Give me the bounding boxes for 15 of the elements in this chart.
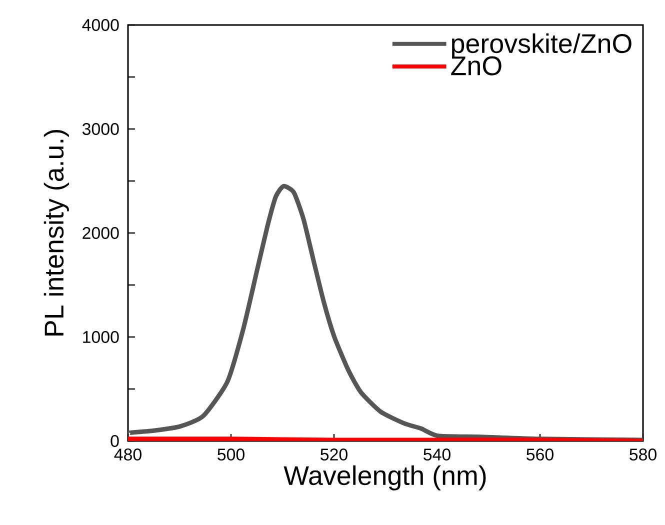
y-tick-label: 0 — [110, 435, 119, 447]
x-axis-title: Wavelength (nm) — [284, 465, 486, 490]
x-tick-label: 560 — [526, 448, 554, 461]
y-tick-label: 1000 — [83, 331, 119, 343]
y-axis-title: PL intensity (a.u.) — [44, 130, 69, 336]
y-tick-label: 2000 — [82, 227, 119, 239]
legend-label: ZnO — [451, 56, 502, 76]
x-tick-label: 580 — [630, 448, 656, 461]
y-tick-label: 3000 — [82, 123, 119, 135]
x-tick-label: 540 — [424, 448, 450, 461]
legend-label: perovskite/ZnO — [452, 33, 632, 58]
x-tick-label: 480 — [114, 448, 142, 461]
x-tick-label: 500 — [218, 448, 244, 461]
x-tick-label: 520 — [320, 448, 348, 461]
y-tick-label: 4000 — [82, 18, 119, 31]
